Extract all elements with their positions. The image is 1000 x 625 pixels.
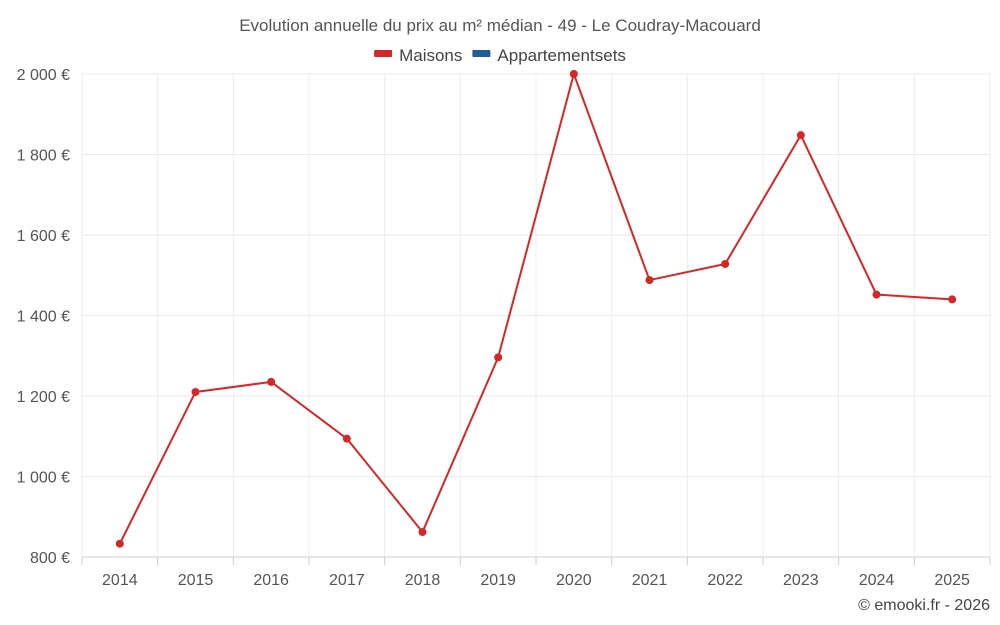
data-point[interactable] bbox=[645, 276, 654, 285]
legend-item-appartementsets[interactable]: Appartementsets bbox=[472, 46, 626, 65]
x-tick-label: 2025 bbox=[934, 572, 970, 589]
data-point[interactable] bbox=[267, 377, 276, 386]
x-axis: 2014 2015 2016 2017 2018 2019 2020 2021 2022 2023… bbox=[81, 557, 991, 589]
y-tick-label: 1 200 € bbox=[17, 389, 70, 406]
x-tick-label: 2023 bbox=[783, 572, 819, 589]
series-line-maisons bbox=[118, 73, 953, 545]
x-tick-label: 2024 bbox=[859, 572, 895, 589]
y-tick-label: 2 000 € bbox=[17, 67, 70, 84]
y-tick-label: 1 000 € bbox=[17, 470, 70, 487]
data-point[interactable] bbox=[948, 295, 957, 304]
x-tick-label: 2019 bbox=[480, 572, 516, 589]
y-tick-label: 800 € bbox=[30, 550, 70, 567]
legend-swatch bbox=[472, 50, 491, 57]
data-point[interactable] bbox=[721, 259, 730, 268]
x-tick-label: 2021 bbox=[632, 572, 668, 589]
legend-label: Appartementsets bbox=[497, 46, 626, 65]
x-tick-label: 2014 bbox=[102, 572, 138, 589]
x-tick-label: 2015 bbox=[178, 572, 214, 589]
data-point[interactable] bbox=[115, 539, 124, 548]
legend: Maisons Appartementsets bbox=[374, 46, 626, 65]
legend-item-maisons[interactable]: Maisons bbox=[374, 46, 462, 65]
y-tick-label: 1 600 € bbox=[17, 228, 70, 245]
data-point[interactable] bbox=[494, 353, 503, 362]
data-point[interactable] bbox=[872, 290, 881, 299]
y-axis: 800 € 1 000 € 1 200 € 1 400 € 1 600 € 1 800 €… bbox=[17, 67, 70, 567]
data-point[interactable] bbox=[418, 528, 427, 537]
legend-swatch bbox=[374, 50, 393, 57]
series-layer bbox=[115, 70, 957, 548]
legend-label: Maisons bbox=[399, 46, 462, 65]
x-tick-label: 2022 bbox=[707, 572, 743, 589]
data-point[interactable] bbox=[191, 387, 200, 396]
credit-text: © emooki.fr - 2026 bbox=[858, 597, 990, 614]
x-tick-label: 2020 bbox=[556, 572, 592, 589]
x-tick-label: 2017 bbox=[329, 572, 365, 589]
y-tick-label: 1 800 € bbox=[17, 148, 70, 165]
data-point[interactable] bbox=[569, 70, 578, 78]
data-point[interactable] bbox=[796, 131, 805, 140]
y-tick-label: 1 400 € bbox=[17, 309, 70, 326]
chart-title: Evolution annuelle du prix au m² médian … bbox=[239, 16, 761, 35]
x-tick-label: 2018 bbox=[405, 572, 441, 589]
data-point[interactable] bbox=[342, 434, 351, 443]
x-tick-label: 2016 bbox=[253, 572, 289, 589]
grid bbox=[81, 73, 991, 558]
